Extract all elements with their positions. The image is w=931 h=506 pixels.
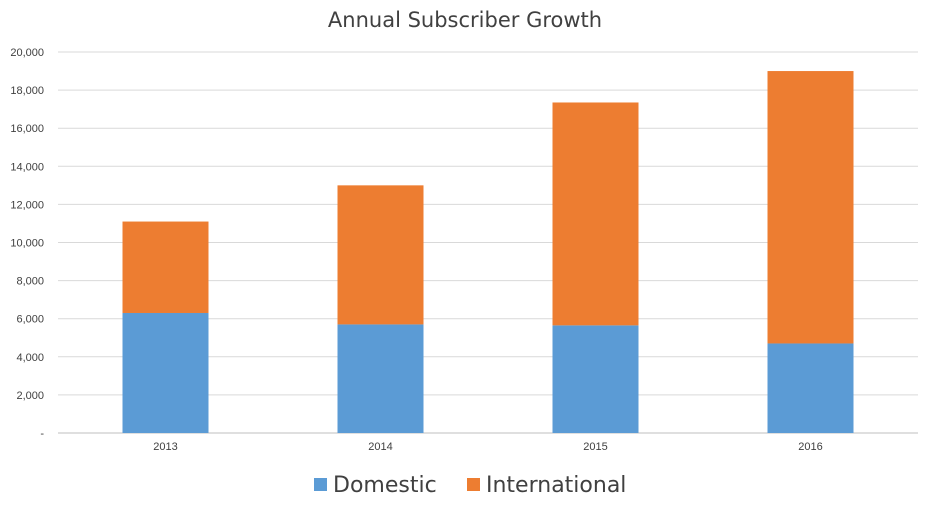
bar-international-2014 — [337, 185, 424, 325]
y-axis-ticks: - 2,000 4,000 6,000 8,000 10,000 12,000 14,000 1… — [10, 47, 44, 440]
chart-title: Annual Subscriber Growth — [328, 8, 602, 32]
y-tick-label: 18,000 — [10, 85, 44, 97]
y-tick-label: 12,000 — [10, 199, 44, 211]
bars — [122, 71, 854, 433]
legend-swatch-international — [467, 478, 480, 491]
bar-domestic-2013 — [122, 312, 209, 433]
legend-swatch-domestic — [314, 478, 327, 491]
y-tick-label: 14,000 — [10, 161, 44, 173]
y-tick-label: 6,000 — [16, 314, 44, 326]
x-axis-ticks: 2013 2014 2015 2016 — [153, 441, 822, 453]
x-tick-label: 2014 — [368, 441, 392, 453]
x-tick-label: 2015 — [583, 441, 607, 453]
bar-domestic-2016 — [767, 343, 854, 433]
y-tick-label: 16,000 — [10, 123, 44, 135]
y-tick-label: - — [40, 428, 44, 440]
legend: Domestic International — [314, 473, 626, 498]
bar-international-2013 — [122, 221, 209, 313]
bar-domestic-2015 — [552, 325, 639, 433]
y-tick-label: 20,000 — [10, 47, 44, 59]
y-tick-label: 10,000 — [10, 238, 44, 250]
legend-label-domestic: Domestic — [333, 473, 437, 498]
legend-label-international: International — [486, 473, 626, 498]
y-tick-label: 4,000 — [16, 352, 44, 364]
x-tick-label: 2016 — [798, 441, 822, 453]
y-tick-label: 8,000 — [16, 276, 44, 288]
bar-international-2016 — [767, 71, 854, 344]
bar-international-2015 — [552, 102, 639, 326]
x-tick-label: 2013 — [153, 441, 177, 453]
y-tick-label: 2,000 — [16, 390, 44, 402]
bar-domestic-2014 — [337, 324, 424, 433]
